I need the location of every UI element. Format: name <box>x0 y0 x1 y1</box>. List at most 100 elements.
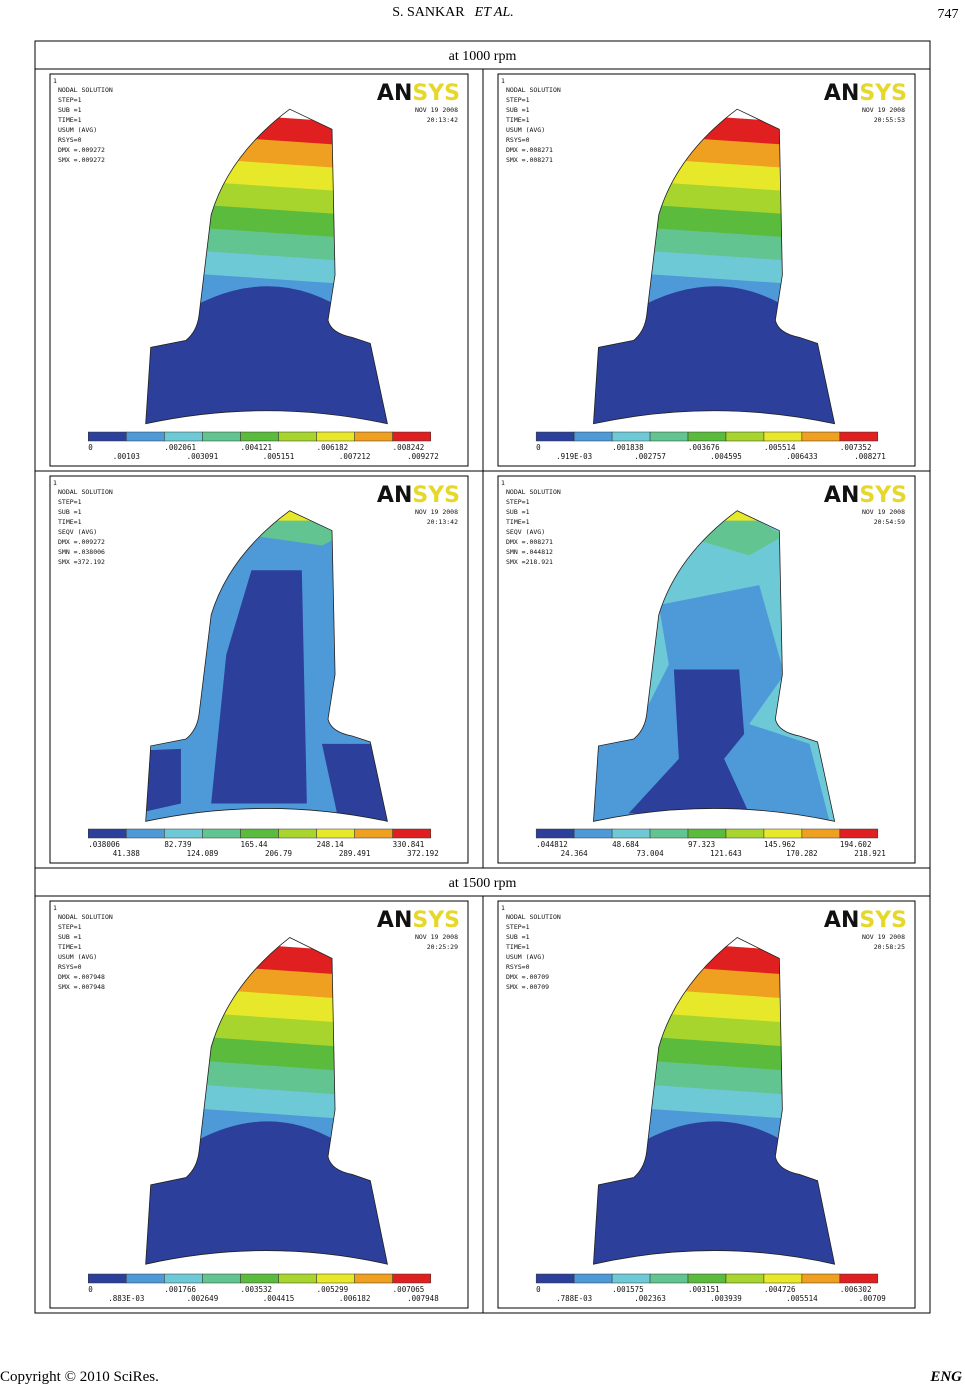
legend-swatch <box>611 828 651 839</box>
legend-label: .005514 <box>764 443 796 452</box>
legend-label: .009272 <box>407 452 439 461</box>
solution-info: SUB =1 <box>58 508 82 516</box>
legend-label: 145.962 <box>764 840 796 849</box>
plot-date: NOV 19 2008 <box>415 508 458 516</box>
legend-swatch <box>611 1273 651 1284</box>
legend-swatch <box>839 828 879 839</box>
legend-label: 24.364 <box>561 849 589 858</box>
legend-label: .005514 <box>786 1294 818 1303</box>
legend-label: .008242 <box>393 443 425 452</box>
solution-info: SUB =1 <box>506 106 530 114</box>
et-al: ET AL. <box>474 5 514 20</box>
tooth-outline <box>145 510 388 822</box>
legend-label: 372.192 <box>407 849 439 858</box>
legend-swatch <box>88 1273 127 1284</box>
legend-label: 218.921 <box>854 849 886 858</box>
plot-time: 20:54:59 <box>874 518 905 526</box>
solution-info: SMN =.038006 <box>58 548 105 556</box>
logo-an: AN <box>824 908 859 933</box>
legend-label: .003091 <box>187 452 219 461</box>
legend-swatch <box>240 431 279 442</box>
solution-info: DMX =.008271 <box>506 538 553 546</box>
legend-label: .00103 <box>113 452 140 461</box>
legend-swatch <box>535 1273 575 1284</box>
legend-swatch <box>164 431 203 442</box>
tooth-outline <box>593 937 836 1265</box>
legend-label: 124.089 <box>187 849 219 858</box>
legend-swatch <box>649 828 689 839</box>
legend-label: 206.79 <box>265 849 292 858</box>
legend-label: .038006 <box>88 840 120 849</box>
legend-swatch <box>202 431 241 442</box>
legend-swatch <box>649 431 689 442</box>
legend-label: 97.323 <box>688 840 715 849</box>
tooth-outline <box>145 937 388 1265</box>
legend-label: .00709 <box>859 1294 886 1303</box>
solution-info: NODAL SOLUTION <box>58 488 113 496</box>
solution-info: SMX =218.921 <box>506 558 553 566</box>
plot-date: NOV 19 2008 <box>415 933 458 941</box>
solution-info: DMX =.008271 <box>506 146 553 154</box>
legend-swatch <box>725 828 765 839</box>
plot-marker: 1 <box>501 479 505 487</box>
solution-info: SMX =.008271 <box>506 156 553 164</box>
legend-label: 194.602 <box>840 840 872 849</box>
legend-swatch <box>392 828 431 839</box>
solution-info: STEP=1 <box>58 923 82 931</box>
author: S. SANKAR <box>392 5 465 20</box>
legend-label: .006302 <box>840 1285 872 1294</box>
tooth-outline <box>593 510 836 822</box>
plot-time: 20:55:53 <box>874 116 905 124</box>
legend-label: .002649 <box>187 1294 219 1303</box>
legend-label: .007212 <box>339 452 371 461</box>
legend-swatch <box>535 828 575 839</box>
legend-swatch <box>687 1273 727 1284</box>
legend-swatch <box>354 828 393 839</box>
legend-swatch <box>763 431 803 442</box>
legend-label: 165.44 <box>240 840 268 849</box>
legend-label: .883E-03 <box>108 1294 144 1303</box>
solution-info: NODAL SOLUTION <box>58 86 113 94</box>
plot-date: NOV 19 2008 <box>415 106 458 114</box>
tooth-outline <box>145 108 388 425</box>
legend-label: .002363 <box>634 1294 666 1303</box>
solution-info: SEQV (AVG) <box>506 528 545 536</box>
solution-info: SUB =1 <box>58 933 82 941</box>
legend-swatch <box>240 828 279 839</box>
legend-swatch <box>392 431 431 442</box>
contour-band <box>211 570 307 804</box>
legend-swatch <box>240 1273 279 1284</box>
legend-label: 48.684 <box>612 840 640 849</box>
solution-info: DMX =.009272 <box>58 146 105 154</box>
ansys-logo: ANSYS <box>377 908 460 933</box>
legend-swatch <box>164 1273 203 1284</box>
legend-swatch <box>801 431 841 442</box>
solution-info: USUM (AVG) <box>58 953 97 961</box>
legend-swatch <box>573 828 613 839</box>
legend-label: .004121 <box>240 443 272 452</box>
solution-info: TIME=1 <box>506 943 530 951</box>
logo-sys: SYS <box>412 908 460 933</box>
solution-info: NODAL SOLUTION <box>506 913 561 921</box>
plot-date: NOV 19 2008 <box>862 106 905 114</box>
legend-swatch <box>725 1273 765 1284</box>
legend-swatch <box>316 1273 355 1284</box>
legend-swatch <box>687 431 727 442</box>
solution-info: STEP=1 <box>506 96 530 104</box>
legend-swatch <box>611 431 651 442</box>
legend-swatch <box>839 1273 879 1284</box>
logo-sys: SYS <box>859 483 907 508</box>
legend-label: .002061 <box>164 443 196 452</box>
legend-label: .006182 <box>339 1294 371 1303</box>
legend-swatch <box>126 828 165 839</box>
legend-swatch <box>88 431 127 442</box>
legend-label: .006433 <box>786 452 818 461</box>
solution-info: NODAL SOLUTION <box>506 488 561 496</box>
solution-info: SUB =1 <box>58 106 82 114</box>
legend-swatch <box>573 1273 613 1284</box>
contour-band <box>321 743 388 822</box>
